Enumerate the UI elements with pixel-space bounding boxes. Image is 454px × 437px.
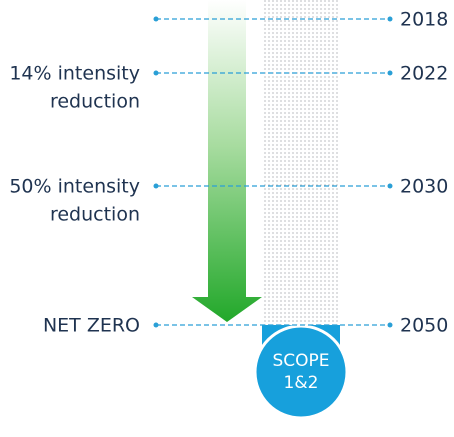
- dotted-column: [262, 0, 340, 325]
- scope-badge: [253, 324, 349, 420]
- milestone-label: 14% intensity: [9, 63, 140, 85]
- badge-text: SCOPE: [272, 351, 329, 371]
- dot: [387, 322, 393, 328]
- arrow: [192, 0, 262, 322]
- year-label: 2050: [400, 315, 448, 337]
- dot: [153, 183, 159, 189]
- dot: [153, 70, 159, 76]
- badge-text: 1&2: [284, 373, 319, 393]
- year-label: 2018: [400, 9, 448, 31]
- milestone-label: reduction: [50, 91, 140, 113]
- dot: [387, 16, 393, 22]
- milestone-label: reduction: [50, 204, 140, 226]
- dot: [153, 322, 159, 328]
- dot: [153, 16, 159, 22]
- dot: [387, 70, 393, 76]
- year-label: 2022: [400, 63, 448, 85]
- dot: [387, 183, 393, 189]
- year-label: 2030: [400, 176, 448, 198]
- milestone-label: NET ZERO: [43, 315, 140, 337]
- milestones: 2018 2022 14% intensity reduction 2030 50% in…: [9, 9, 448, 337]
- milestone-label: 50% intensity: [9, 176, 140, 198]
